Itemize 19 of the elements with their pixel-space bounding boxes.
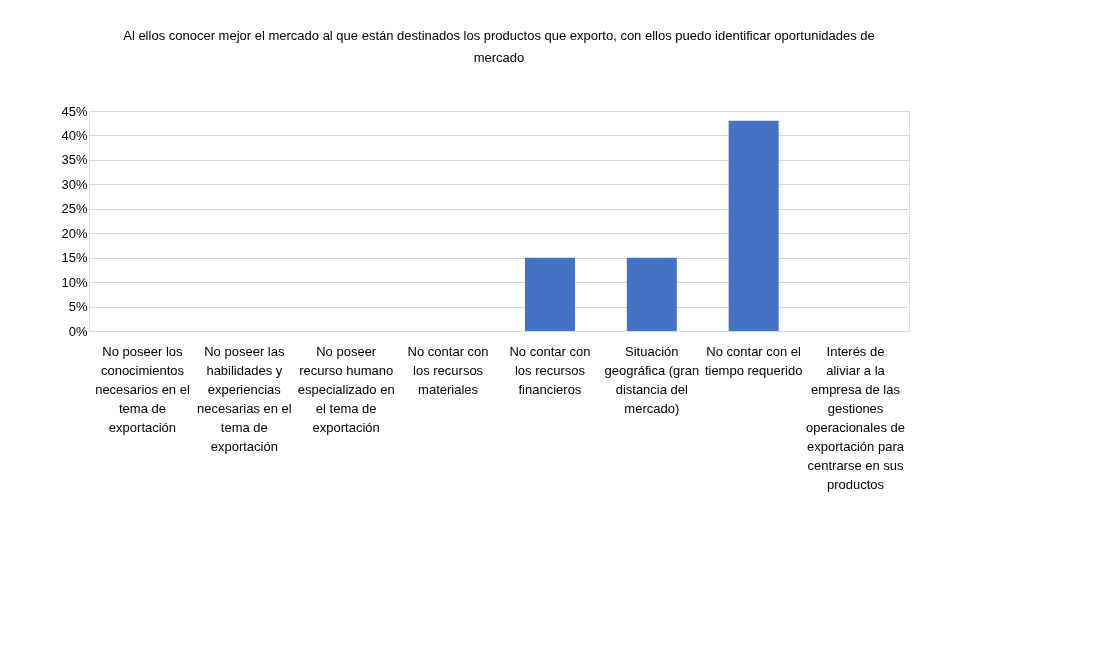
y-tick-label: 30% bbox=[61, 176, 88, 192]
y-tick-label: 15% bbox=[61, 250, 88, 266]
x-tick-label: No poseer recurso humano especializado en el tema de exportación bbox=[297, 343, 395, 435]
x-tick-label: Situación geográfica (gran distancia del mercado) bbox=[604, 343, 700, 416]
y-tick-label: 0% bbox=[68, 323, 88, 339]
x-tick-label: Interés de aliviar a la empresa de las gestiones operacionales de exportación para centrarse en sus productos bbox=[806, 343, 906, 492]
y-tick-label: 5% bbox=[68, 299, 88, 315]
y-tick-label: 10% bbox=[61, 274, 88, 290]
y-tick-label: 40% bbox=[61, 127, 88, 143]
y-tick-label: 25% bbox=[61, 201, 88, 217]
y-tick-label: 35% bbox=[61, 152, 88, 168]
y-tick-label: 45% bbox=[61, 103, 88, 119]
y-tick-label: 20% bbox=[61, 225, 88, 241]
x-tick-label: No poseer los conocimientos necesarios en el tema de exportación bbox=[95, 343, 190, 435]
x-tick-label: No poseer las habilidades y experiencias necesarias en el tema de exportación bbox=[197, 343, 292, 454]
x-tick-label: No contar con los recursos financieros bbox=[509, 343, 591, 397]
chart-title: Al ellos conocer mejor el mercado al que están destinados los productos que exporto, con ellos puedo identificar oportunidades de mercado bbox=[123, 28, 875, 65]
x-tick-label: No contar con los recursos materiales bbox=[407, 343, 489, 397]
x-tick-label: No contar con el tiempo requerido bbox=[704, 343, 803, 378]
